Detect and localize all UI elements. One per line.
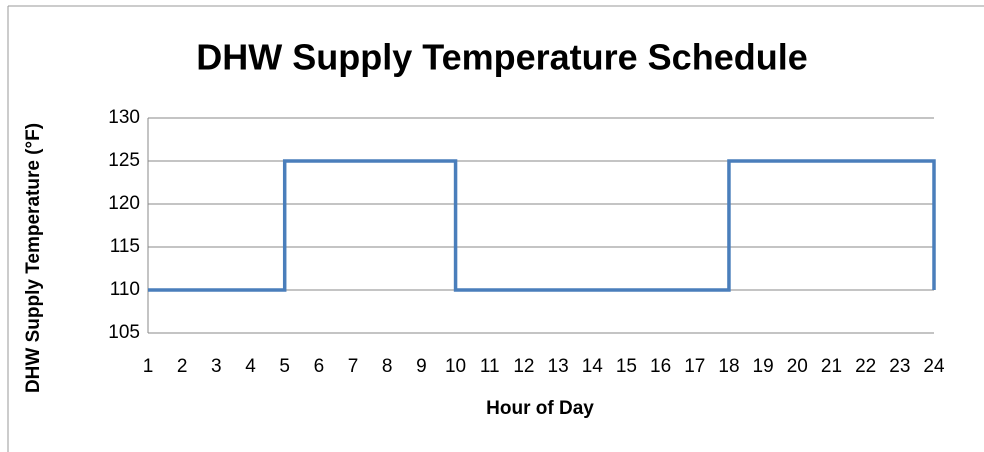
chart-title: DHW Supply Temperature Schedule <box>196 37 807 78</box>
x-tick-label: 2 <box>177 356 188 377</box>
x-tick-label: 9 <box>416 356 427 377</box>
y-tick-label: 130 <box>108 107 140 128</box>
x-tick-label: 22 <box>855 356 876 377</box>
x-tick-label: 24 <box>923 356 945 377</box>
x-tick-label: 12 <box>513 356 534 377</box>
line-series <box>148 159 936 292</box>
x-tick-label: 13 <box>548 356 569 377</box>
x-tick-label: 3 <box>211 356 222 377</box>
x-tick-label: 21 <box>821 356 842 377</box>
x-tick-label: 15 <box>616 356 637 377</box>
x-tick-label: 23 <box>889 356 910 377</box>
y-tick-label: 110 <box>110 279 140 300</box>
x-tick-label: 7 <box>348 356 359 377</box>
x-tick-label: 14 <box>582 356 604 377</box>
x-axis-label: Hour of Day <box>486 398 594 419</box>
y-tick-label: 105 <box>108 322 140 343</box>
x-tick-label: 19 <box>753 356 774 377</box>
x-tick-label: 6 <box>314 356 325 377</box>
y-tick-label: 115 <box>110 236 140 257</box>
x-tick-label: 8 <box>382 356 393 377</box>
x-tick-label: 18 <box>718 356 739 377</box>
x-tick-label: 16 <box>650 356 671 377</box>
x-tick-label: 17 <box>684 356 705 377</box>
x-tick-label: 1 <box>143 356 154 377</box>
y-axis-label: DHW Supply Temperature (°F) <box>23 123 44 393</box>
x-tick-label: 20 <box>787 356 808 377</box>
y-tick-label: 120 <box>108 193 140 214</box>
x-tick-label: 4 <box>245 356 256 377</box>
x-tick-label: 5 <box>279 356 290 377</box>
y-tick-label: 125 <box>108 150 140 171</box>
x-tick-label: 11 <box>480 356 500 377</box>
x-tick-label: 10 <box>445 356 466 377</box>
